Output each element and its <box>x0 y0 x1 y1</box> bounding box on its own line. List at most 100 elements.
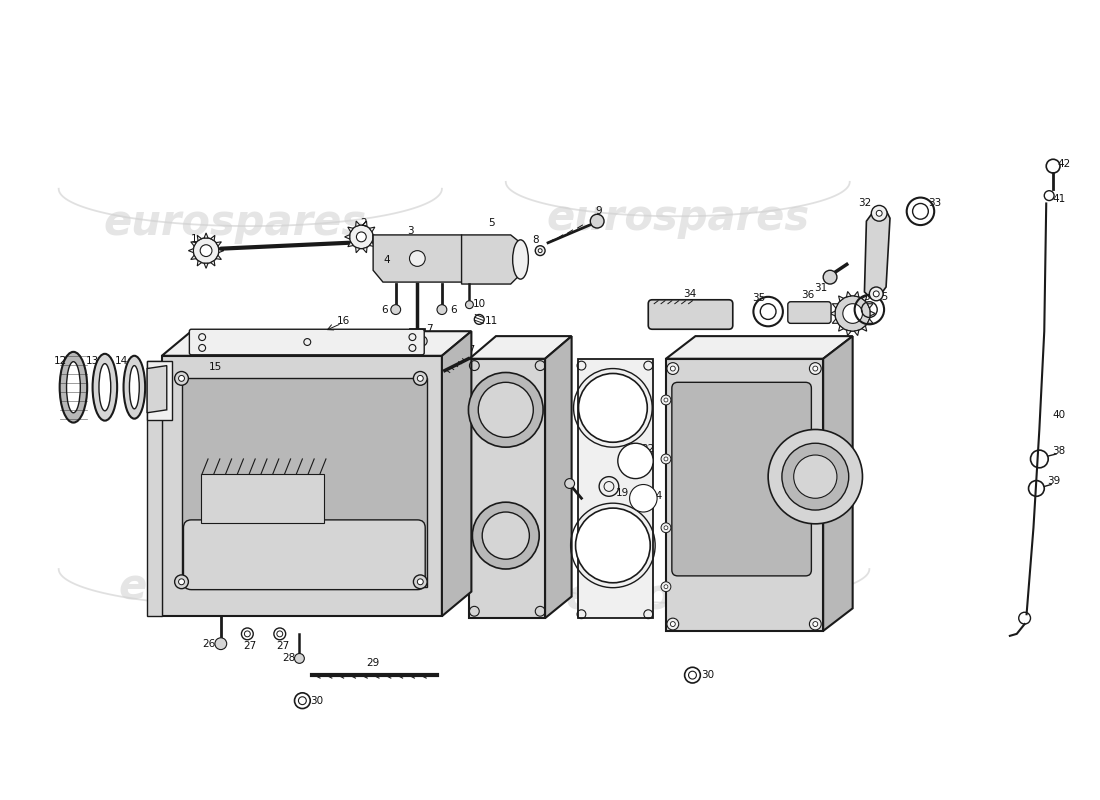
Circle shape <box>538 249 542 253</box>
Circle shape <box>810 362 822 374</box>
Text: 4: 4 <box>384 255 390 266</box>
Text: 27: 27 <box>276 641 289 650</box>
Polygon shape <box>370 227 375 232</box>
Polygon shape <box>197 261 201 266</box>
Circle shape <box>200 245 212 257</box>
Polygon shape <box>846 330 851 335</box>
Polygon shape <box>373 234 378 239</box>
Circle shape <box>536 246 546 255</box>
Circle shape <box>482 512 529 559</box>
Circle shape <box>390 305 400 314</box>
Circle shape <box>664 585 668 589</box>
Polygon shape <box>190 242 196 246</box>
Polygon shape <box>546 336 572 618</box>
Text: eurospares: eurospares <box>119 566 382 608</box>
Text: 23: 23 <box>576 541 590 550</box>
Polygon shape <box>348 227 353 232</box>
Polygon shape <box>162 356 442 616</box>
Polygon shape <box>363 247 367 253</box>
Circle shape <box>214 638 227 650</box>
Text: 11: 11 <box>484 316 497 326</box>
Circle shape <box>661 395 671 405</box>
Text: 38: 38 <box>1053 446 1066 456</box>
Circle shape <box>350 225 373 249</box>
Text: 37: 37 <box>862 292 876 302</box>
Polygon shape <box>190 255 196 259</box>
Circle shape <box>813 622 817 626</box>
Text: 1: 1 <box>191 234 198 244</box>
Text: 35: 35 <box>751 293 764 303</box>
Circle shape <box>782 443 849 510</box>
Circle shape <box>417 579 424 585</box>
Text: 36: 36 <box>801 290 814 300</box>
Circle shape <box>417 336 427 346</box>
Polygon shape <box>666 358 823 631</box>
Circle shape <box>869 287 883 301</box>
Circle shape <box>664 398 668 402</box>
Polygon shape <box>868 304 873 308</box>
Text: 30: 30 <box>701 670 714 680</box>
Circle shape <box>661 582 671 592</box>
Text: 32: 32 <box>858 198 871 209</box>
Polygon shape <box>470 336 572 358</box>
Circle shape <box>295 654 305 663</box>
Polygon shape <box>846 291 851 297</box>
Text: 16: 16 <box>337 316 350 326</box>
FancyBboxPatch shape <box>648 300 733 330</box>
Circle shape <box>618 443 653 478</box>
Circle shape <box>414 575 427 589</box>
Polygon shape <box>838 296 844 302</box>
Text: 30: 30 <box>310 696 323 706</box>
Circle shape <box>877 210 882 216</box>
Text: 29: 29 <box>366 658 379 668</box>
Text: 25: 25 <box>711 342 724 352</box>
Circle shape <box>810 618 822 630</box>
Polygon shape <box>355 247 360 253</box>
Polygon shape <box>833 304 838 308</box>
Circle shape <box>579 374 647 442</box>
Text: 20: 20 <box>494 342 507 352</box>
Text: eurospares: eurospares <box>547 198 810 239</box>
Polygon shape <box>861 296 867 302</box>
Circle shape <box>813 366 817 371</box>
Text: 19: 19 <box>616 488 629 498</box>
Text: 40: 40 <box>1053 410 1066 420</box>
Polygon shape <box>348 242 353 246</box>
Polygon shape <box>162 331 472 356</box>
Circle shape <box>871 206 887 221</box>
Ellipse shape <box>99 364 111 411</box>
Text: 2: 2 <box>360 218 366 228</box>
Circle shape <box>478 382 534 438</box>
Polygon shape <box>865 210 890 298</box>
Circle shape <box>664 526 668 530</box>
Text: 6: 6 <box>382 305 388 314</box>
Circle shape <box>768 430 862 524</box>
Circle shape <box>178 579 185 585</box>
Text: 24: 24 <box>649 491 663 502</box>
Polygon shape <box>855 291 859 297</box>
Polygon shape <box>147 361 172 420</box>
Text: 5: 5 <box>487 218 494 228</box>
Text: 21: 21 <box>576 403 590 413</box>
Ellipse shape <box>66 362 80 413</box>
Polygon shape <box>205 263 208 268</box>
Text: 13: 13 <box>86 356 99 366</box>
Circle shape <box>670 622 675 626</box>
Polygon shape <box>219 249 223 253</box>
Polygon shape <box>442 331 472 616</box>
Circle shape <box>661 454 671 464</box>
Circle shape <box>823 270 837 284</box>
Text: 12: 12 <box>54 356 67 366</box>
FancyBboxPatch shape <box>672 382 812 576</box>
Text: 33: 33 <box>928 198 942 209</box>
Text: 10: 10 <box>473 298 486 309</box>
Polygon shape <box>838 326 844 331</box>
Circle shape <box>175 371 188 386</box>
Text: eurospares: eurospares <box>104 202 367 244</box>
Circle shape <box>843 304 862 323</box>
Text: 41: 41 <box>1053 194 1066 203</box>
Text: eurospares: eurospares <box>565 575 829 618</box>
Polygon shape <box>855 330 859 335</box>
Circle shape <box>629 485 657 512</box>
Circle shape <box>794 455 837 498</box>
